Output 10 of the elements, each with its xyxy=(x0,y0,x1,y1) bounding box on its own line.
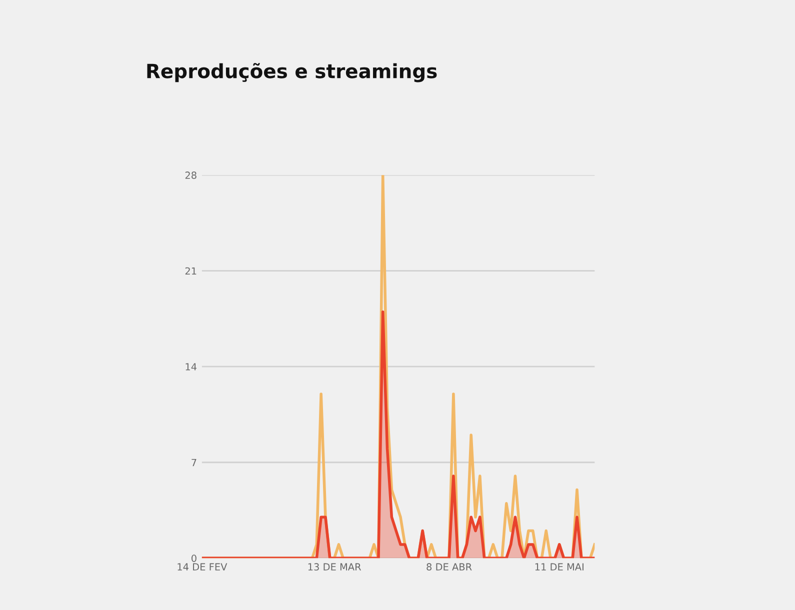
x-tick-label: 8 DE ABR xyxy=(426,563,472,571)
x-tick-label: 14 DE FEV xyxy=(178,563,228,570)
x-tick-label: 11 DE MAI xyxy=(535,563,584,570)
y-tick-label: 28 xyxy=(185,172,196,179)
y-tick-label: 0 xyxy=(192,554,196,562)
y-tick-label: 14 xyxy=(186,363,197,370)
y-tick-label: 21 xyxy=(185,267,196,275)
chart-title: Reproduções e streamings xyxy=(147,62,437,82)
x-tick-label: 13 DE MAR xyxy=(308,563,362,571)
y-tick-label: 7 xyxy=(192,458,196,466)
